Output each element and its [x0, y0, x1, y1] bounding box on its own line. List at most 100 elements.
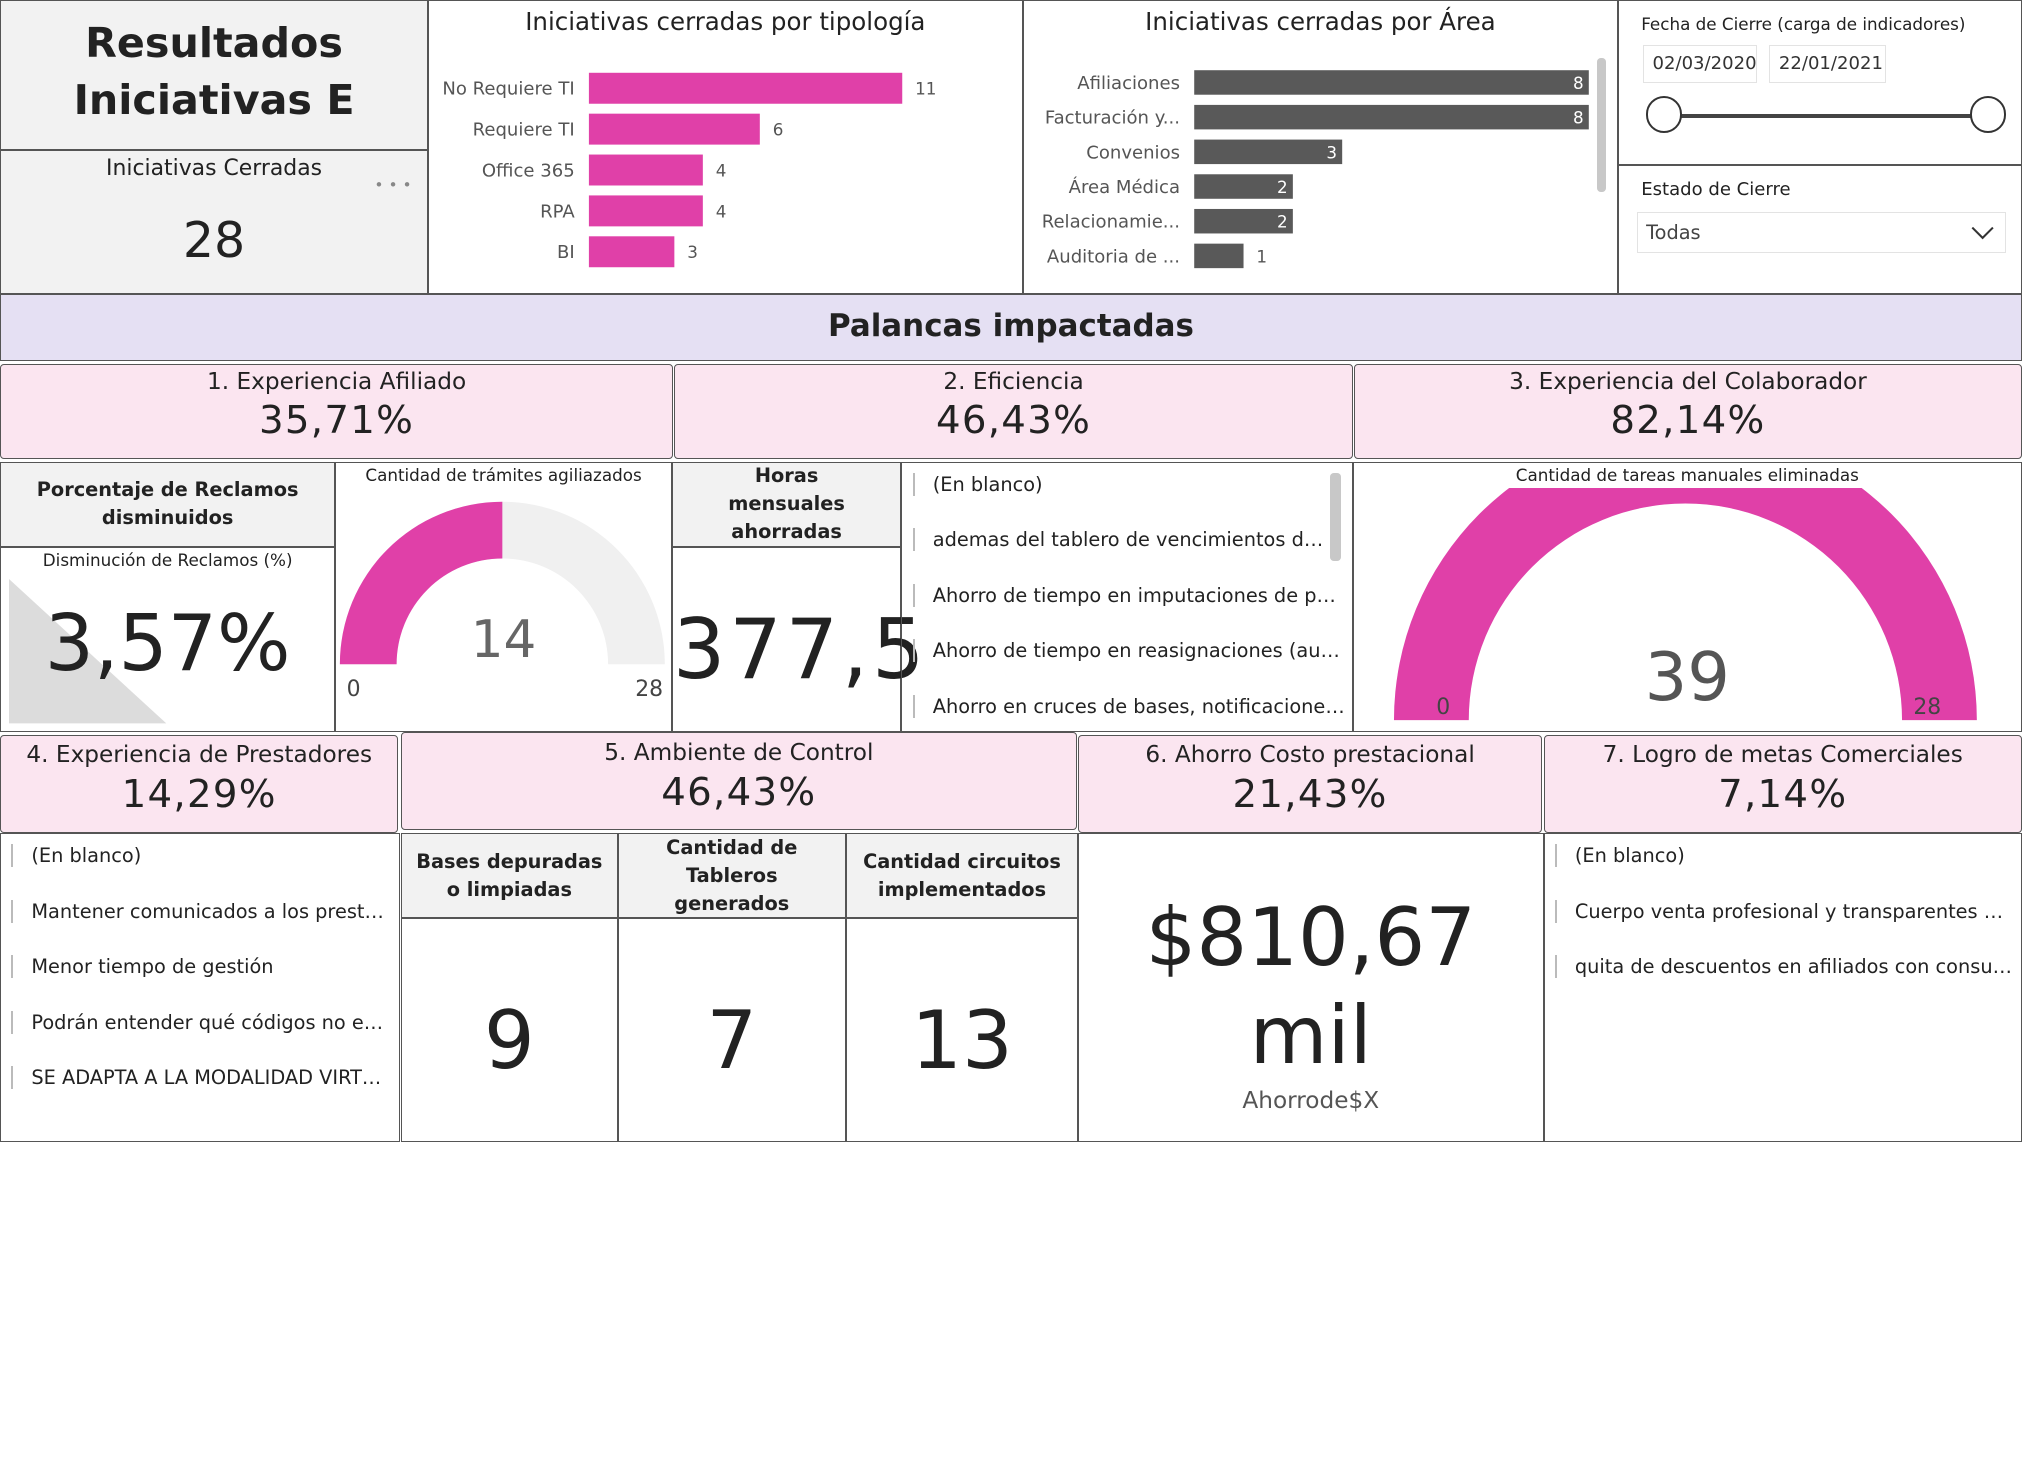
bases-header: Bases depuradas o limpiadas [401, 833, 618, 919]
bar[interactable] [1193, 70, 1589, 96]
date-slider-start-handle[interactable] [1646, 96, 1683, 133]
horas-card: 377,5 [671, 546, 929, 733]
bar-category-label: Facturación y... [1044, 108, 1179, 129]
tableros-card: 7 [617, 918, 846, 1143]
filter-fecha-card: Fecha de Cierre (carga de indicadores) 0… [1618, 0, 2022, 166]
list-item[interactable]: Ahorro en cruces de bases, notificacione… [912, 694, 1345, 718]
more-options-icon[interactable]: • • • [374, 176, 412, 195]
bar[interactable] [1193, 209, 1293, 234]
filter-estado-value: Todas [1646, 221, 1701, 245]
gauge-fill [340, 501, 503, 664]
date-slider-end-handle[interactable] [1970, 96, 2007, 133]
chevron-down-icon [1971, 226, 1994, 240]
list-item[interactable]: ademas del tablero de vencimientos de cu… [912, 528, 1332, 552]
page-title-line1: Resultados [85, 19, 343, 68]
tableros-value: 7 [706, 993, 758, 1087]
list-item[interactable]: (En blanco) [11, 844, 392, 868]
bar-value-label: 4 [716, 202, 727, 222]
eficiencia-list: (En blanco) ademas del tablero de vencim… [901, 461, 1353, 733]
reclamos-sublabel: Disminución de Reclamos (%) [42, 550, 293, 571]
chart-tipologia-title: Iniciativas cerradas por tipología [525, 7, 926, 37]
list-item[interactable]: Cuerpo venta profesional y transparentes… [1554, 899, 2013, 923]
bar-category-label: Afiliaciones [1077, 73, 1180, 94]
reclamos-card: Disminución de Reclamos (%) 3,57% [0, 546, 336, 733]
reclamos-header: Porcentaje de Reclamos disminuidos [0, 461, 336, 547]
kpi-3-value: 82,14% [1610, 398, 1766, 444]
chart-area: Iniciativas cerradas por Área Afiliacion… [1022, 0, 1619, 294]
comerciales-list: (En blanco) Cuerpo venta profesional y t… [1543, 833, 2022, 1143]
bar[interactable] [1193, 105, 1589, 130]
list-item[interactable]: Ahorro de tiempo en imputaciones de pago… [912, 583, 1345, 607]
bar-category-label: BI [557, 243, 575, 264]
list-item[interactable]: Mantener comunicados a los prestad... [11, 899, 392, 923]
kpi-4-value: 14,29% [121, 772, 277, 818]
bar-value-label: 8 [1573, 73, 1584, 93]
kpi-6-value: 21,43% [1232, 772, 1388, 818]
kpi-logro-metas: 7. Logro de metas Comerciales 7,14% [1543, 735, 2022, 833]
bar[interactable] [1193, 174, 1293, 200]
bar-category-label: Office 365 [482, 161, 575, 182]
kpi-7-value: 7,14% [1718, 772, 1848, 818]
bar-value-label: 2 [1277, 177, 1288, 197]
list-item[interactable]: quita de descuentos en afiliados con con… [1554, 955, 2013, 979]
date-slider-track[interactable] [1665, 114, 1989, 119]
list-item[interactable]: Podrán entender qué códigos no está... [11, 1010, 392, 1034]
title-card: Resultados Iniciativas E [0, 0, 429, 150]
circuitos-card: 13 [845, 918, 1079, 1143]
iniciativas-cerradas-card: Iniciativas Cerradas • • • 28 [0, 149, 429, 294]
bar-value-label: 4 [716, 161, 727, 181]
bar[interactable] [589, 73, 903, 105]
kpi-7-label: 7. Logro de metas Comerciales [1602, 741, 1963, 769]
bar[interactable] [589, 236, 675, 268]
tareas-gauge-title: Cantidad de tareas manuales eliminadas [1515, 465, 1859, 486]
kpi-ahorro-costo: 6. Ahorro Costo prestacional 21,43% [1078, 735, 1543, 833]
chart-tipologia: Iniciativas cerradas por tipología No Re… [428, 0, 1023, 294]
prestadores-list: (En blanco) Mantener comunicados a los p… [0, 833, 400, 1143]
filter-fecha-end-input[interactable]: 22/01/2021 [1768, 44, 1886, 83]
kpi-eficiencia: 2. Eficiencia 46,43% [674, 363, 1353, 460]
bar-category-label: Relacionamie... [1041, 212, 1179, 233]
eficiencia-list-scrollbar[interactable] [1330, 472, 1341, 561]
bar[interactable] [1193, 140, 1342, 165]
filter-estado-dropdown[interactable]: Todas [1637, 212, 2006, 254]
bases-value: 9 [483, 993, 535, 1087]
tramites-gauge-max: 28 [635, 676, 664, 702]
filter-fecha-start-input[interactable]: 02/03/2020 [1642, 44, 1757, 83]
bar[interactable] [589, 114, 760, 146]
horas-value: 377,5 [672, 601, 929, 698]
bar-value-label: 8 [1573, 108, 1584, 128]
tareas-gauge-max: 28 [1913, 694, 1942, 720]
list-item[interactable]: Ahorro de tiempo en reasignaciones (auto… [912, 639, 1345, 663]
page-title-line2: Iniciativas E [73, 75, 355, 124]
filter-estado-label: Estado de Cierre [1641, 178, 1791, 200]
bar-category-label: Convenios [1086, 143, 1180, 164]
tareas-gauge-value: 39 [1644, 638, 1730, 716]
tramites-gauge-min: 0 [346, 676, 361, 702]
chart-area-scrollbar[interactable] [1597, 57, 1607, 192]
bar[interactable] [589, 154, 703, 186]
kpi-4-label: 4. Experiencia de Prestadores [26, 741, 373, 769]
bar-value-label: 1 [1256, 247, 1267, 267]
circuitos-value: 13 [911, 993, 1013, 1087]
filter-fecha-label: Fecha de Cierre (carga de indicadores) [1641, 13, 1966, 34]
tareas-gauge-card: Cantidad de tareas manuales eliminadas 3… [1352, 461, 2022, 733]
chart-area-plot: Afiliaciones 8 Facturación y... 8 Convenios 3… [1041, 70, 1589, 269]
tramites-gauge [340, 501, 666, 664]
list-item[interactable]: Menor tiempo de gestión [11, 955, 392, 979]
list-item[interactable]: SE ADAPTA A LA MODALIDAD VIRTU... [11, 1066, 392, 1090]
bar-category-label: No Requiere TI [442, 79, 574, 100]
bar-value-label: 6 [773, 120, 784, 140]
horas-header: Horas mensuales ahorradas [671, 461, 902, 547]
list-item[interactable]: (En blanco) [1554, 844, 2013, 868]
kpi-5-label: 5. Ambiente de Control [604, 738, 874, 766]
bar-category-label: Auditoria de ... [1046, 247, 1179, 268]
list-item[interactable]: (En blanco) [912, 472, 1333, 496]
bar[interactable] [1193, 244, 1244, 269]
gauge-fill [1393, 488, 1977, 721]
reclamos-value: 3,57% [44, 599, 291, 690]
bar[interactable] [589, 195, 703, 227]
kpi-6-label: 6. Ahorro Costo prestacional [1145, 741, 1475, 769]
bar-category-label: Área Médica [1068, 176, 1179, 198]
palancas-banner: Palancas impactadas [0, 294, 2022, 362]
